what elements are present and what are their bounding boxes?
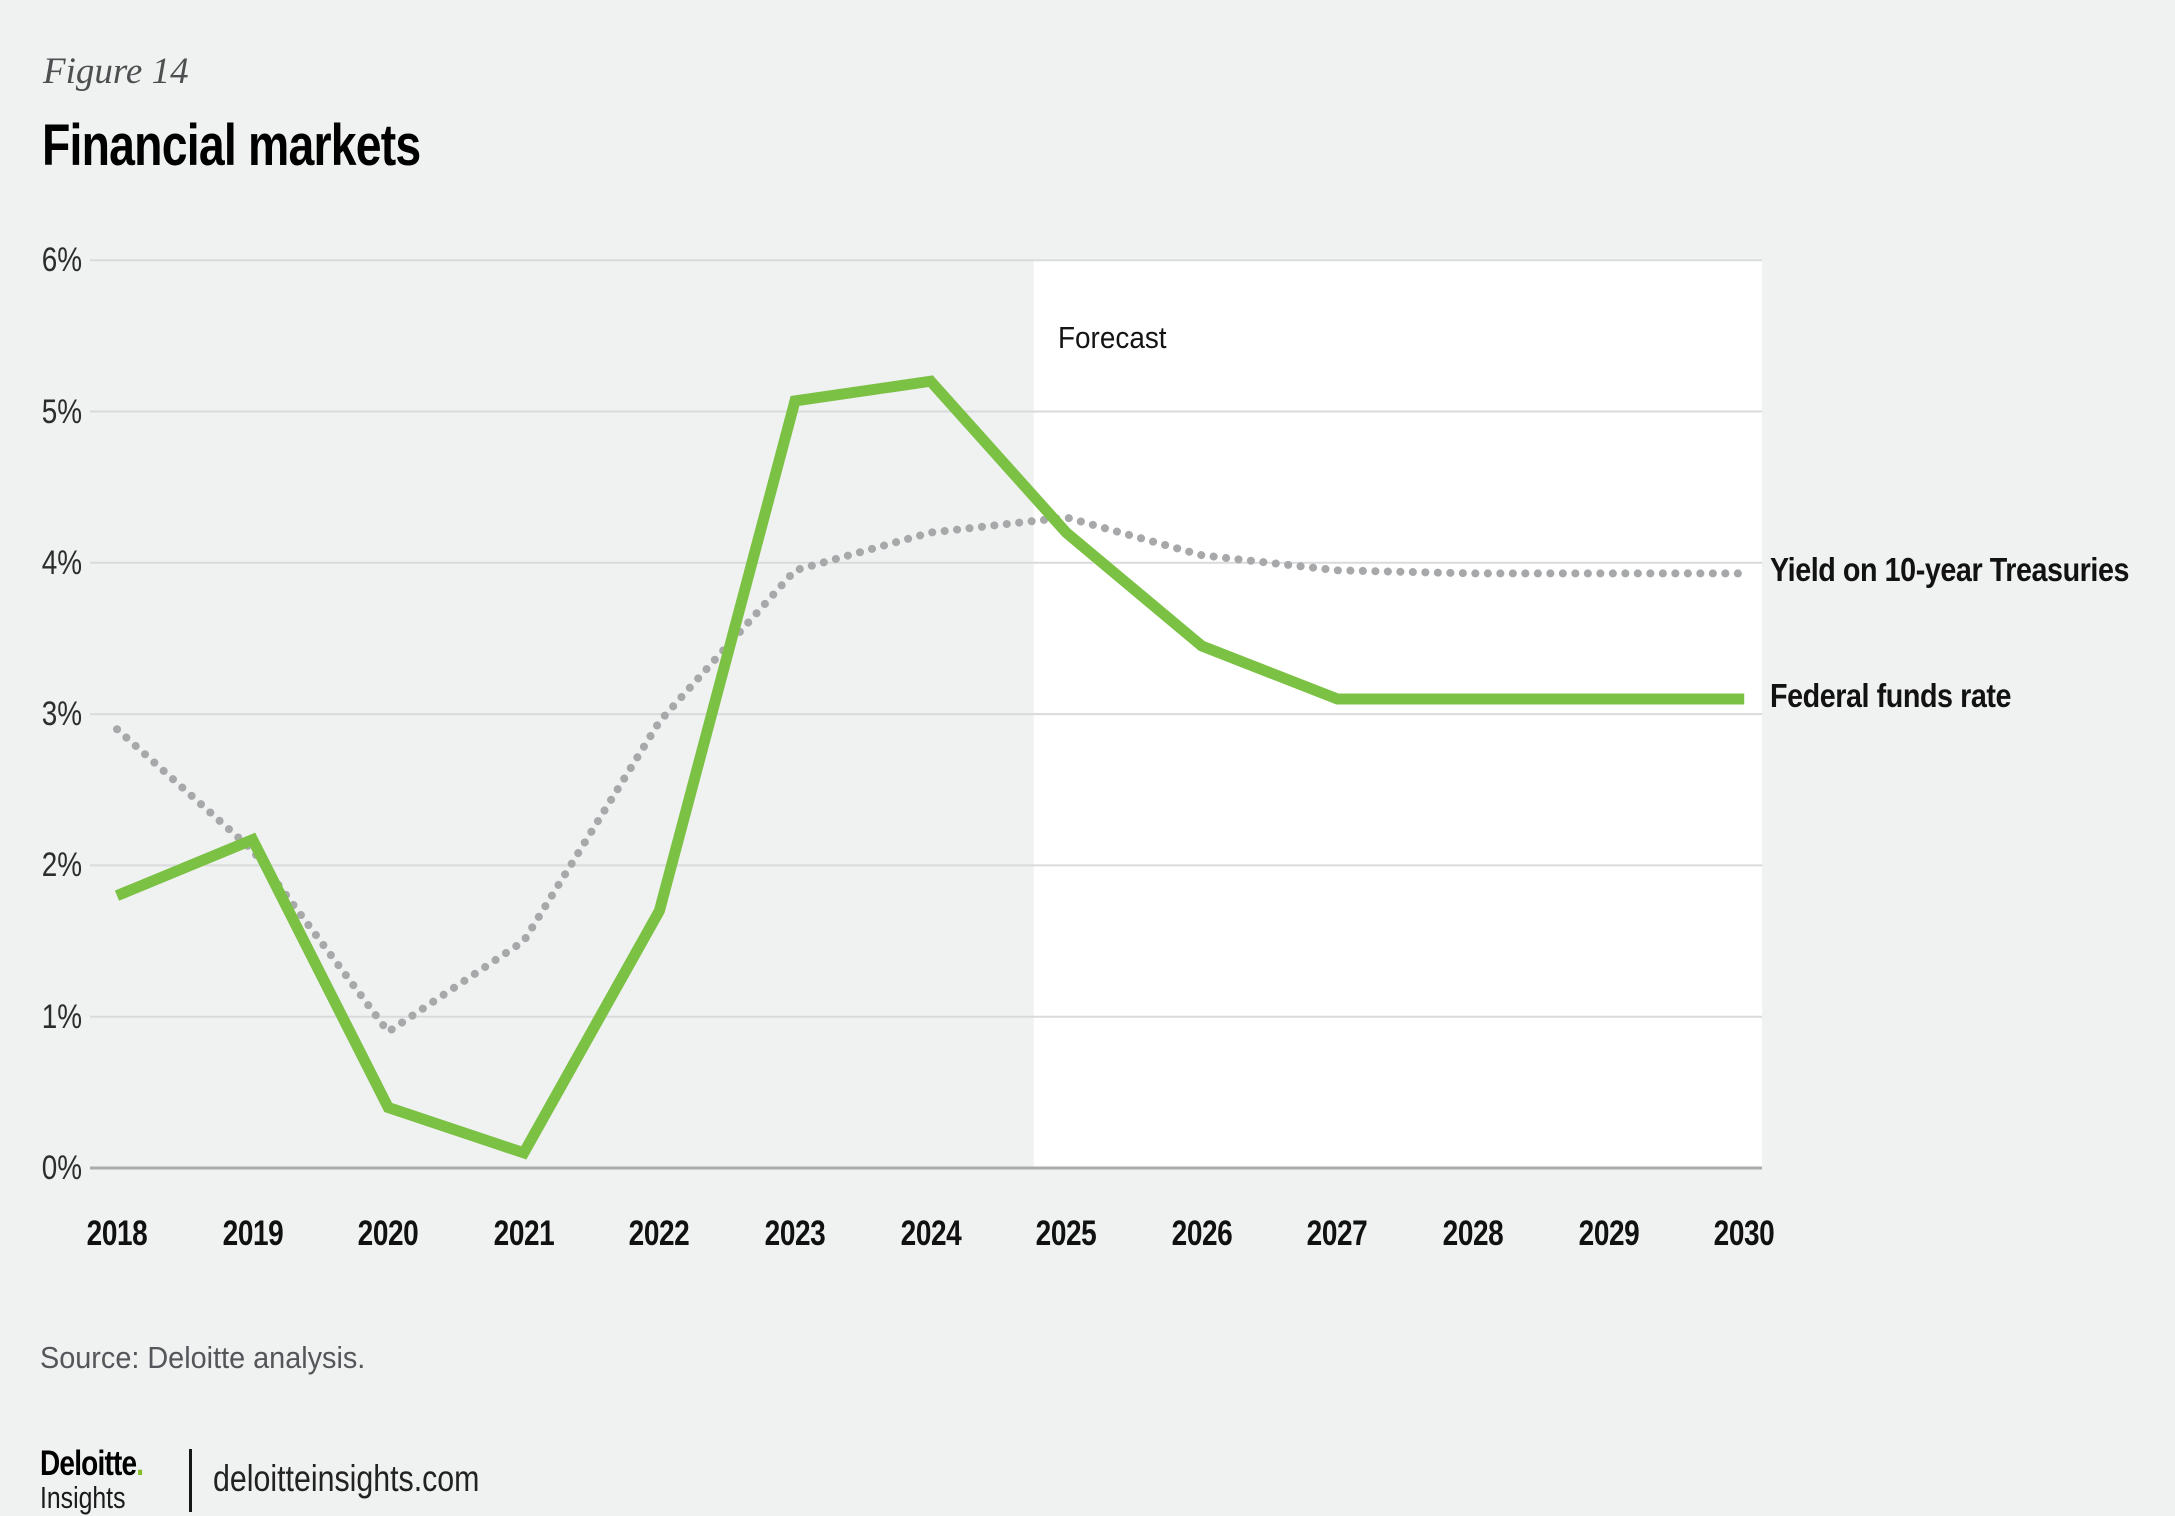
legend-label-fed-funds: Federal funds rate [1770,676,2012,714]
insights-wordmark: Insights [40,1480,126,1515]
y-tick-1%: 1% [41,997,82,1036]
y-tick-0%: 0% [41,1149,82,1187]
x-tick-2018: 2018 [86,1214,148,1253]
x-tick-2030: 2030 [1713,1214,1775,1253]
y-tick-5%: 5% [41,392,82,431]
y-tick-3%: 3% [41,695,82,734]
source-note: Source: Deloitte analysis. [40,1340,366,1375]
x-tick-2020: 2020 [357,1214,419,1253]
forecast-annotation: Forecast [1058,320,1167,355]
deloitte-green-dot: . [136,1444,144,1483]
forecast-band [1033,259,1762,1167]
x-tick-2021: 2021 [493,1214,555,1253]
x-tick-2024: 2024 [900,1214,961,1253]
footer-divider [189,1449,192,1512]
y-tick-4%: 4% [41,543,82,582]
x-tick-2023: 2023 [764,1214,826,1253]
x-tick-2028: 2028 [1442,1214,1504,1253]
y-tick-6%: 6% [41,241,82,280]
footer-site-link: deloitteinsights.com [213,1458,480,1499]
figure-label: Figure 14 [43,51,189,92]
x-tick-2027: 2027 [1307,1214,1368,1253]
x-tick-2026: 2026 [1171,1214,1233,1253]
x-tick-2019: 2019 [222,1214,283,1253]
legend-label-treasuries: Yield on 10-year Treasuries [1770,551,2130,589]
x-tick-2022: 2022 [629,1214,690,1253]
deloitte-wordmark: Deloitte [40,1444,137,1483]
series-line-federal-funds-rate [114,375,1745,1160]
page-title: Financial markets [42,113,421,178]
x-tick-2025: 2025 [1035,1214,1097,1253]
deloitte-logo: Deloitte. [40,1444,144,1484]
series-line-yield-on-10-year-treasuries [113,513,1749,1038]
x-tick-2029: 2029 [1578,1214,1639,1253]
y-tick-2%: 2% [41,846,82,885]
